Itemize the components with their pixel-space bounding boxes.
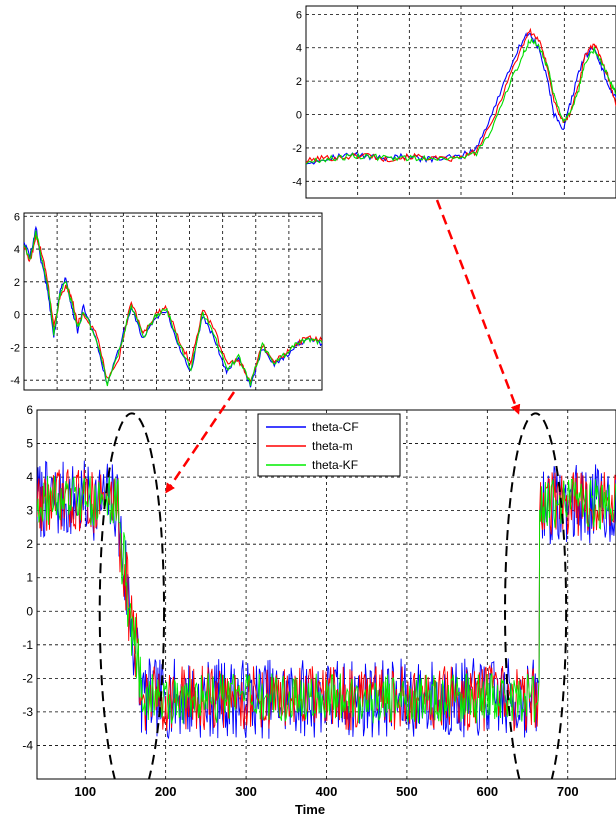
main-panel-grid xyxy=(37,409,616,779)
series-line xyxy=(24,225,322,388)
y-tick-label: 0 xyxy=(14,310,20,322)
y-tick-label: 0 xyxy=(26,604,33,618)
zoom-panel-top-yticks: -4 -2 0 2 4 6 xyxy=(292,9,302,188)
x-axis-label: Time xyxy=(295,802,325,817)
zoom-panel-top-grid xyxy=(306,6,616,198)
x-tick-label: 300 xyxy=(235,784,257,799)
y-tick-label: -4 xyxy=(22,738,33,752)
y-tick-label: -4 xyxy=(10,375,20,387)
y-tick-label: 6 xyxy=(296,9,302,21)
x-tick-label: 700 xyxy=(557,784,579,799)
x-tick-label: 400 xyxy=(316,784,338,799)
series-line xyxy=(37,475,616,724)
y-tick-label: -2 xyxy=(292,143,302,155)
arrow-top-to-right xyxy=(435,199,521,415)
y-tick-label: 4 xyxy=(26,470,33,484)
series-line xyxy=(306,37,616,165)
y-tick-label: 0 xyxy=(296,110,302,122)
y-tick-label: 2 xyxy=(26,537,33,551)
y-tick-label: 6 xyxy=(14,211,20,223)
y-tick-label: 2 xyxy=(296,76,302,88)
x-tick-label: 100 xyxy=(74,784,96,799)
zoom-panel-top-series xyxy=(306,27,616,165)
y-tick-label: -4 xyxy=(292,176,302,188)
y-tick-label: -2 xyxy=(10,342,20,354)
main-panel-yticks: -4 -3 -2 -1 0 1 2 3 4 5 6 xyxy=(22,403,33,752)
y-tick-label: 5 xyxy=(26,437,33,451)
y-tick-label: 4 xyxy=(14,244,20,256)
legend: theta-CF theta-m theta-KF xyxy=(257,413,401,477)
y-tick-label: 6 xyxy=(26,403,33,417)
series-line xyxy=(24,230,322,387)
y-tick-label: 1 xyxy=(26,571,33,585)
y-tick-label: -2 xyxy=(22,671,33,685)
main-panel: -4 -3 -2 -1 0 1 2 3 4 5 6 100 200 300 400 500 600 700 Ti… xyxy=(22,403,616,817)
zoom-panel-middle-yticks: -4 -2 0 2 4 6 xyxy=(10,211,20,387)
zoom-panel-middle: -4 -2 0 2 4 6 xyxy=(10,211,323,391)
x-tick-label: 500 xyxy=(396,784,418,799)
y-tick-label: -1 xyxy=(22,638,33,652)
y-tick-label: 2 xyxy=(14,277,20,289)
x-tick-label: 600 xyxy=(476,784,498,799)
series-line xyxy=(37,469,616,732)
highlight-ellipse xyxy=(98,412,166,779)
zoom-panel-top: -4 -2 0 2 4 6 xyxy=(292,5,616,199)
main-panel-ellipses xyxy=(98,412,568,779)
y-tick-label: -3 xyxy=(22,705,33,719)
x-tick-label: 200 xyxy=(155,784,177,799)
arrow-mid-to-left xyxy=(165,391,236,494)
legend-label: theta-KF xyxy=(312,458,358,472)
main-panel-series xyxy=(37,460,616,740)
zoom-panel-middle-frame xyxy=(23,212,323,391)
arrows xyxy=(165,199,521,494)
legend-label: theta-CF xyxy=(312,420,359,434)
y-tick-label: 3 xyxy=(26,504,33,518)
zoom-panel-middle-series xyxy=(24,225,322,388)
legend-label: theta-m xyxy=(312,439,353,453)
series-line xyxy=(24,234,322,384)
highlight-ellipse xyxy=(504,412,568,779)
main-panel-xticks: 100 200 300 400 500 600 700 xyxy=(74,784,578,799)
y-tick-label: 4 xyxy=(296,43,302,55)
